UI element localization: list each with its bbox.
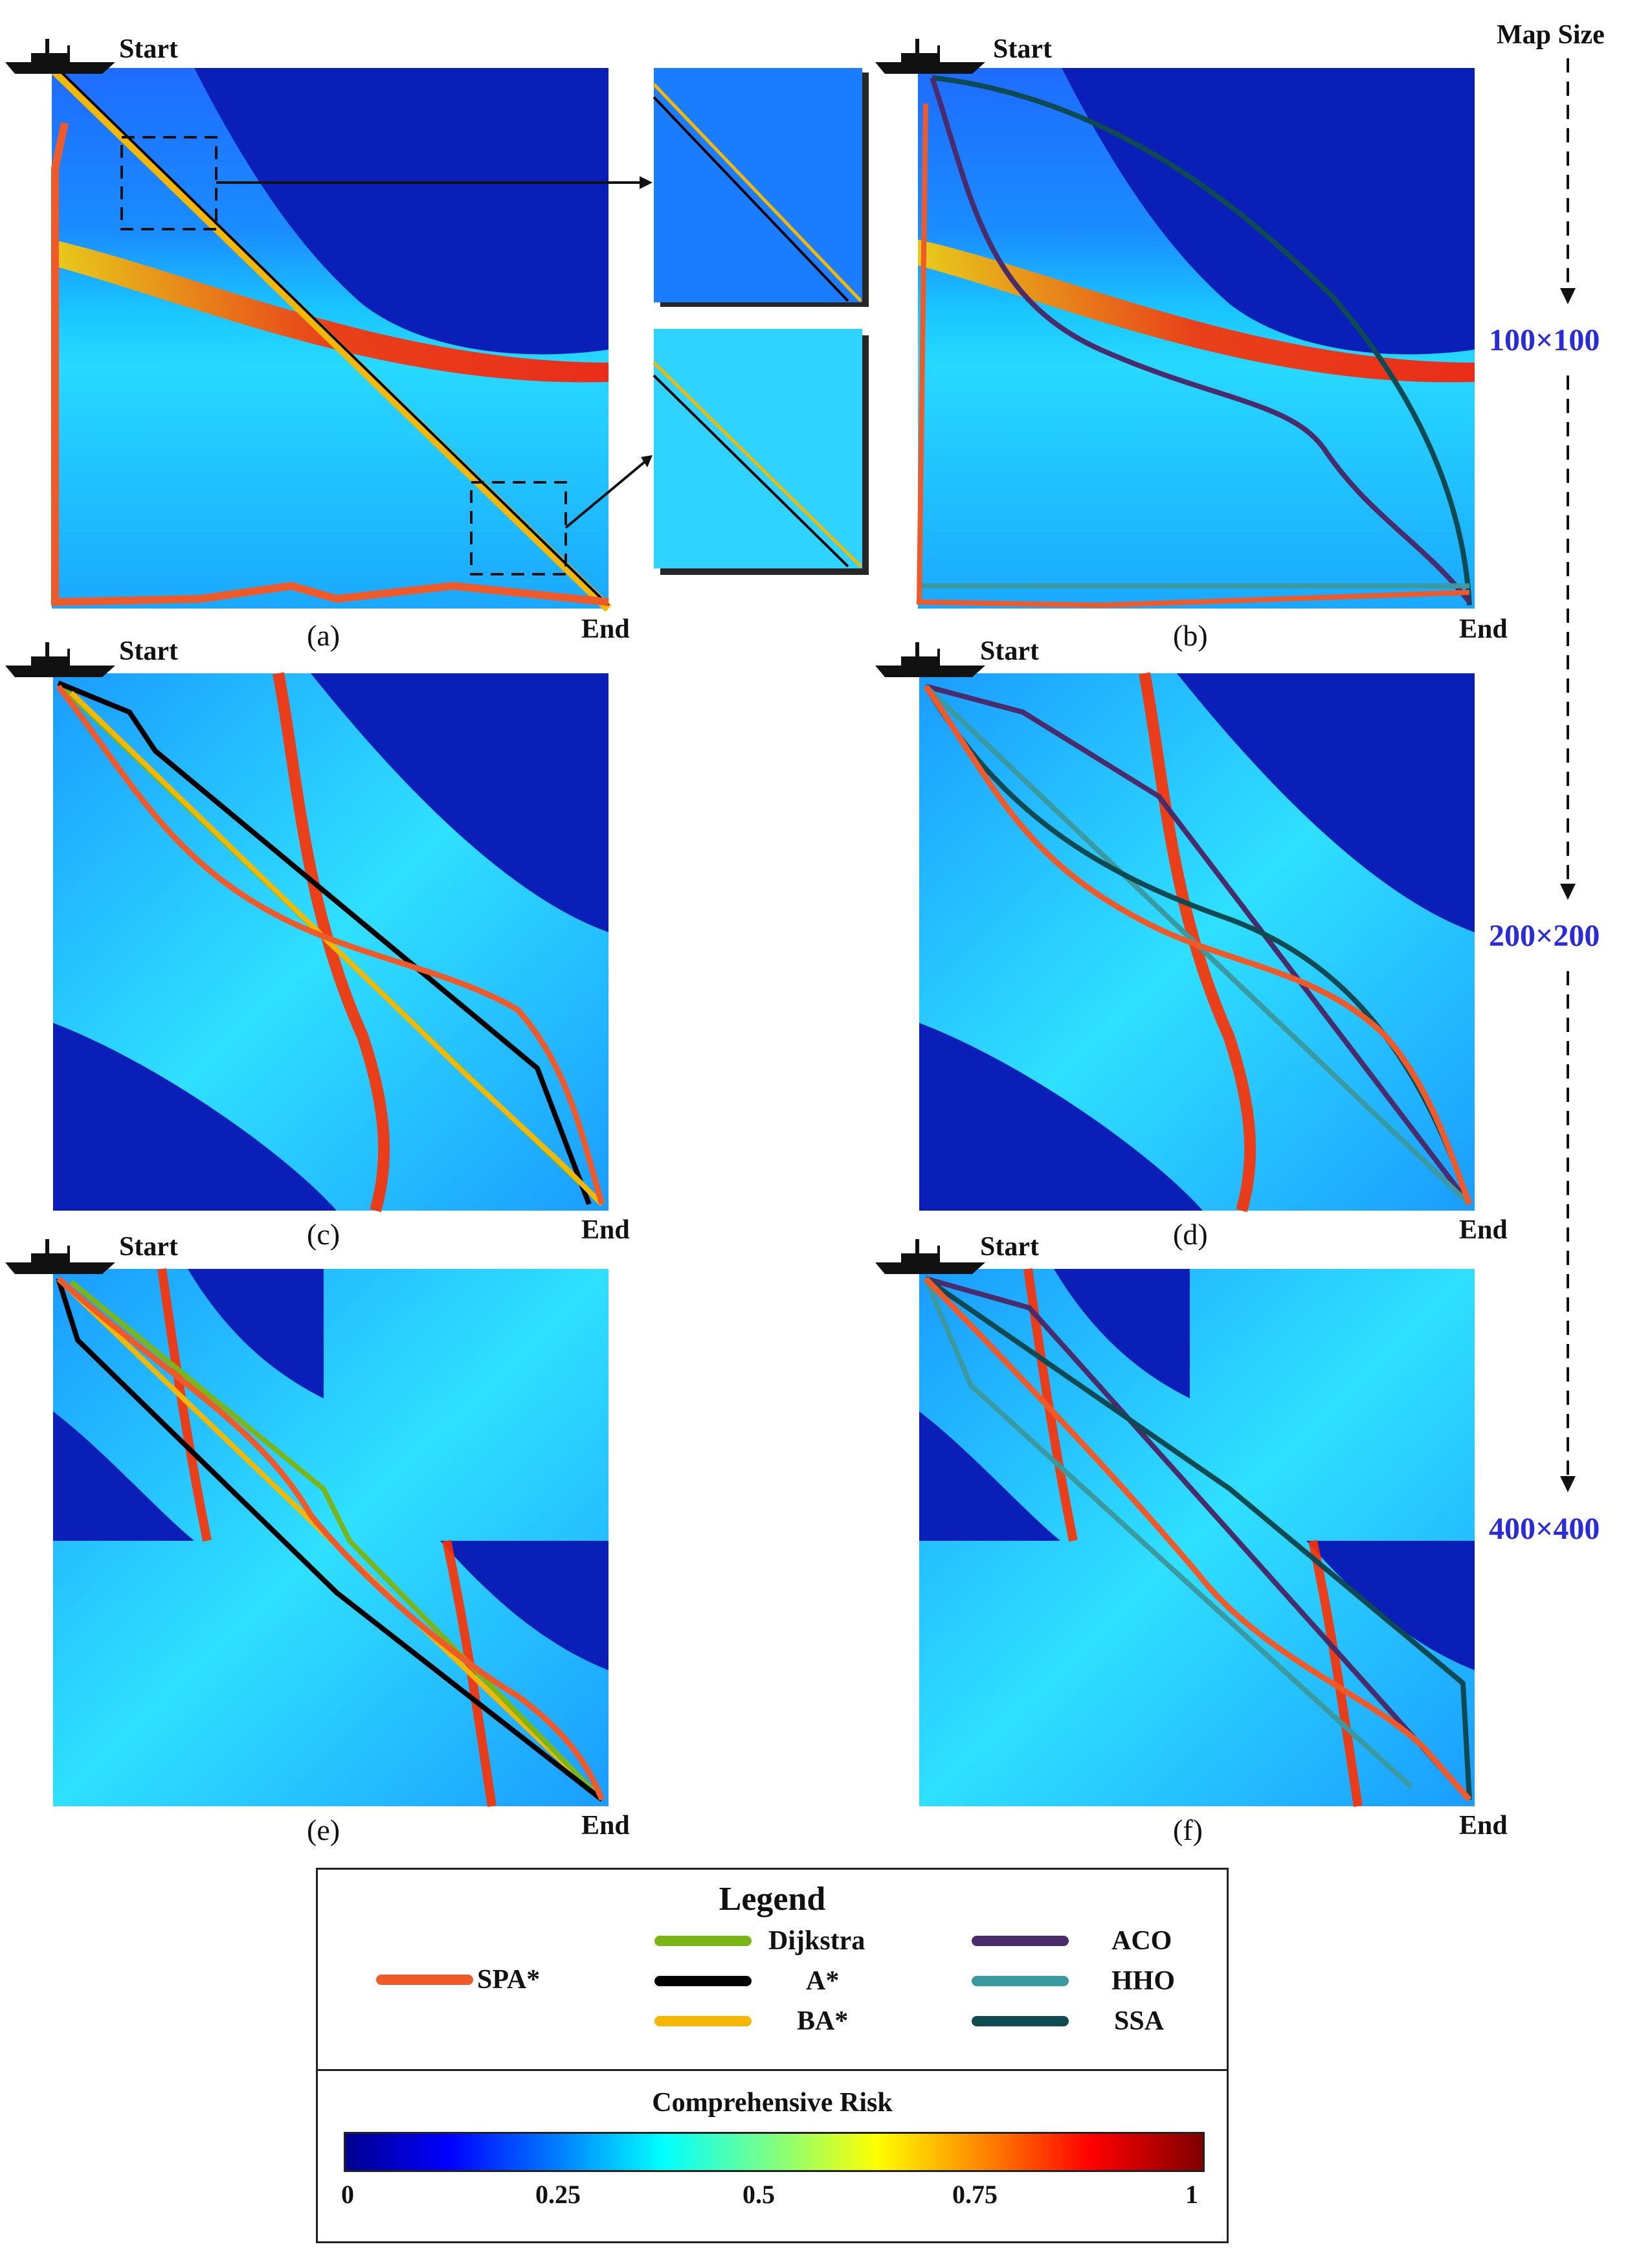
start-label-a: Start	[119, 34, 178, 64]
caption-a: (a)	[307, 619, 340, 652]
panel-f	[875, 1239, 1475, 1808]
swatch-astar	[654, 1976, 752, 1986]
caption-e: (e)	[307, 1813, 340, 1846]
end-label-d: End	[1459, 1215, 1508, 1245]
swatch-spa	[376, 1975, 473, 1985]
colorbar-tick-075: 0.75	[952, 2180, 998, 2209]
legend-bastar: BA*	[797, 2006, 849, 2036]
end-label-c: End	[581, 1215, 630, 1245]
start-label-b: Start	[993, 34, 1052, 64]
caption-b: (b)	[1173, 619, 1208, 652]
map-size-title: Map Size	[1497, 20, 1605, 50]
start-label-d: Start	[980, 636, 1039, 666]
swatch-hho	[972, 1976, 1069, 1986]
panel-c	[5, 642, 608, 1213]
map-size-arrow	[1560, 58, 1576, 1492]
map-size-400: 400×400	[1489, 1512, 1600, 1546]
legend-title: Legend	[719, 1881, 826, 1918]
start-label-c: Start	[119, 636, 178, 666]
colorbar-title: Comprehensive Risk	[652, 2088, 893, 2118]
colorbar-tick-1: 1	[1185, 2180, 1198, 2209]
panel-d	[875, 642, 1475, 1213]
caption-d: (d)	[1173, 1218, 1208, 1251]
legend-divider	[318, 2069, 1227, 2071]
panel-a	[5, 39, 869, 612]
end-label-e: End	[581, 1811, 630, 1841]
end-label-a: End	[581, 614, 630, 644]
colorbar-tick-0: 0	[341, 2180, 354, 2209]
swatch-bastar	[654, 2016, 752, 2026]
caption-f: (f)	[1173, 1813, 1203, 1846]
map-size-200: 200×200	[1489, 919, 1600, 953]
legend-astar: A*	[806, 1966, 840, 1996]
map-size-100: 100×100	[1489, 323, 1600, 357]
legend-ssa: SSA	[1114, 2006, 1165, 2036]
end-label-b: End	[1459, 614, 1508, 644]
colorbar-tick-05: 0.5	[742, 2180, 775, 2209]
panel-e	[5, 1239, 608, 1808]
legend-hho: HHO	[1111, 1966, 1176, 1996]
colorbar	[344, 2132, 1205, 2172]
legend-spa: SPA*	[477, 1965, 541, 1995]
legend-box: Legend SPA* Dijkstra A* BA* ACO HHO SSA …	[316, 1868, 1229, 2243]
swatch-ssa	[972, 2016, 1069, 2026]
start-label-e: Start	[119, 1232, 178, 1262]
panel-b	[875, 39, 1475, 609]
legend-aco: ACO	[1111, 1926, 1172, 1956]
legend-dijkstra: Dijkstra	[768, 1926, 865, 1956]
end-label-f: End	[1459, 1811, 1508, 1841]
colorbar-tick-025: 0.25	[535, 2180, 581, 2209]
swatch-aco	[972, 1936, 1069, 1946]
swatch-dijkstra	[654, 1936, 752, 1946]
start-label-f: Start	[980, 1232, 1039, 1262]
caption-c: (c)	[307, 1218, 340, 1251]
